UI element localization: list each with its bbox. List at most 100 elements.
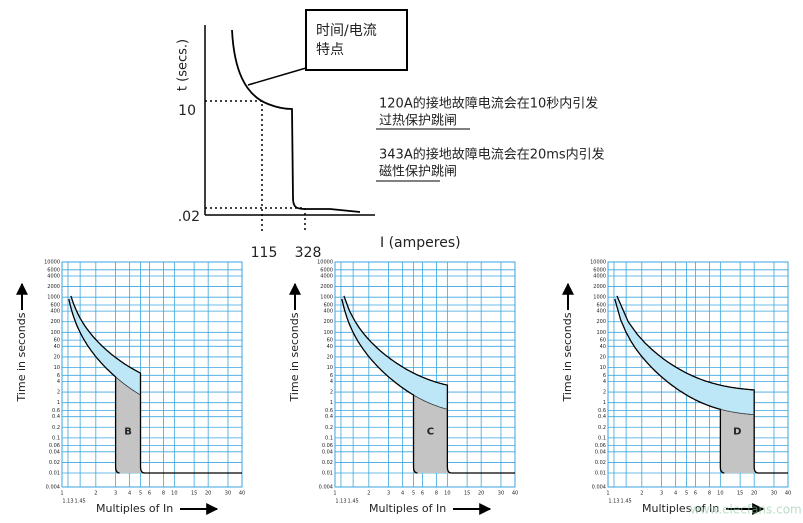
x-label: 20 [751,491,757,497]
y-label: 4000 [593,273,606,279]
x-label: 6 [148,491,151,497]
x-label: 20 [478,491,484,497]
inner-curve [68,298,120,474]
y-label: 2 [603,390,606,396]
x-label: 8 [435,491,438,497]
y-label: 200 [596,319,606,325]
x-label: 1.13 [62,499,73,505]
y-label: 2000 [320,284,333,290]
x-label: 15 [464,491,470,497]
y-label: 0.2 [325,425,333,431]
y-label: 0.01 [595,471,606,477]
y-label: 0.1 [52,435,60,441]
outer-curve [343,295,515,474]
y-label: 0.02 [595,460,606,466]
y-label: 10000 [317,260,333,266]
y-label: 0.6 [598,408,606,414]
x-title: Multiples of In [96,502,173,515]
y-label: 40 [327,344,333,350]
y-title: Time in seconds [561,312,574,402]
curve-label: B [124,427,132,438]
y-label: 0.4 [325,414,333,420]
y-label: 0.06 [49,443,60,449]
trip-panel: 1000060004000200010006004002001006040201… [288,260,518,515]
watermark: www.elecfans.com [690,503,802,517]
y-title: Time in seconds [15,312,28,402]
y-label: 0.1 [325,435,333,441]
y-label: 0.2 [598,425,606,431]
note: 120A的接地故障电流会在10秒内引发 [379,96,598,112]
thermal-band [68,295,141,395]
x-label: 2 [640,491,643,497]
y-label: 0.2 [52,425,60,431]
x-label: 4 [401,491,404,497]
magnetic-band [115,376,145,474]
y-label: 0.6 [52,408,60,414]
y-label: 400 [50,309,60,315]
y-label: 10 [600,365,606,371]
y-label: 0.02 [322,460,333,466]
x-label: 1.13 [335,499,346,505]
x-label: 15 [737,491,743,497]
inner-curve [341,298,418,474]
x-label: 4 [128,491,131,497]
x-label: 10 [171,491,177,497]
x-label: 1.45 [621,499,632,505]
y-label: 0.04 [595,449,606,455]
y-label: 0.004 [319,485,333,491]
x-label: 3 [387,491,390,497]
trip-curve [231,29,361,213]
y-label: 2000 [593,284,606,290]
x-label: 30 [771,491,777,497]
x-axis-label: I (amperes) [380,235,461,251]
y-label: 40 [600,344,606,350]
y-label: 2000 [47,284,60,290]
x-label: 10 [444,491,450,497]
y-label: 0.04 [49,449,60,455]
y-label: 20 [600,354,606,360]
y-label: 10000 [590,260,606,266]
x-label: 6 [694,491,697,497]
divider [413,394,448,410]
callout-text: 时间/电流 [316,23,377,39]
y-tick: .02 [178,209,200,225]
x-label: 8 [708,491,711,497]
y-label: 100 [323,330,333,336]
outer-curve [70,295,242,474]
note: 磁性保护跳闸 [379,165,457,180]
dotted-guides [205,100,306,232]
trip-curve-panels: 1000060004000200010006004002001006040201… [15,260,791,515]
x-label: 3 [114,491,117,497]
y-label: 1 [330,400,333,406]
y-label: 2 [330,390,333,396]
x-label: 10 [717,491,723,497]
y-label: 0.4 [52,414,60,420]
y-label: 100 [596,330,606,336]
outer-curve [616,295,788,474]
time-current-diagram: t (secs.) 10 .02 115 328 I (amperes) 时间/… [176,9,605,261]
x-tick: 115 [251,245,278,261]
y-label: 0.01 [322,471,333,477]
x-label: 15 [191,491,197,497]
x-label: 20 [205,491,211,497]
y-label: 20 [54,354,60,360]
y-label: 1000 [47,295,60,301]
y-label: 200 [323,319,333,325]
y-label: 10 [327,365,333,371]
y-label: 60 [327,338,333,344]
y-label: 0.06 [322,443,333,449]
y-label: 0.02 [49,460,60,466]
x-label: 2 [94,491,97,497]
y-axis-label: t (secs.) [176,39,191,91]
y-label: 1000 [320,295,333,301]
y-label: 6 [603,373,606,379]
x-label: 5 [685,491,688,497]
x-label: 1 [606,491,609,497]
y-title: Time in seconds [288,312,301,402]
y-label: 20 [327,354,333,360]
x-label: 5 [412,491,415,497]
x-label: 30 [498,491,504,497]
y-label: 6000 [320,267,333,273]
callout-pointer [247,67,307,86]
thermal-band [341,295,448,410]
